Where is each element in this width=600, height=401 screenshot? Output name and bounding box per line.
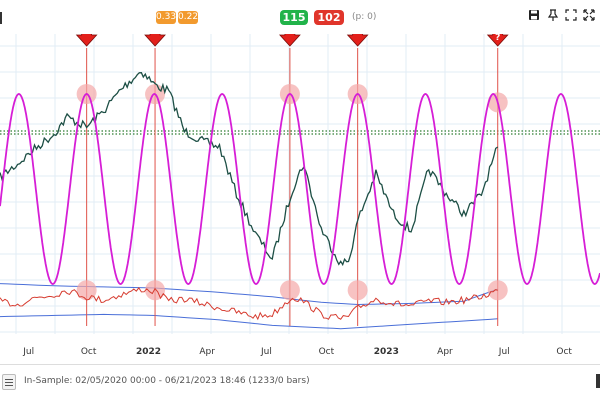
badge-a: 0.33 [156, 11, 177, 24]
p-info: (p: 0) [352, 12, 377, 22]
panel-edge-marker-right [596, 374, 600, 388]
badge-b: 0.22 [178, 11, 199, 24]
oscillator-halo [145, 280, 166, 301]
x-tick-label: Jul [260, 347, 272, 357]
x-tick-label: 2023 [374, 347, 399, 357]
down-arrow-icon [278, 34, 301, 47]
footer-bar: In-Sample: 02/05/2020 00:00 - 06/21/2023… [0, 364, 600, 401]
x-tick-label: Oct [81, 347, 97, 357]
chart-series [0, 72, 600, 321]
x-tick-label: Oct [319, 347, 335, 357]
x-tick-label: Jul [22, 347, 34, 357]
oscillator-halo [347, 280, 368, 301]
expand-icon[interactable] [583, 9, 595, 25]
oscillator-halo [76, 280, 97, 301]
save-icon[interactable] [528, 9, 540, 25]
in-sample-range: In-Sample: 02/05/2020 00:00 - 06/21/2023… [24, 376, 310, 386]
chart-toolbar: 0.33 0.22 115 102 (p: 0) [0, 0, 600, 34]
down-arrow-icon [75, 34, 98, 47]
oscillator-halo [279, 280, 300, 301]
down-arrow-icon [346, 34, 369, 47]
cycle-chart[interactable]: ? Jul Oct 2022 Apr Jul Oct 2023 Apr Jul Oct [0, 34, 600, 364]
oscillator-band [0, 313, 498, 330]
down-arrow-icon [486, 34, 509, 47]
count-up-badge: 115 [280, 10, 308, 25]
price-line [0, 72, 499, 267]
count-down-badge: 102 [314, 10, 344, 25]
x-tick-label: Apr [199, 347, 215, 357]
x-tick-label: Oct [556, 347, 572, 357]
x-tick-label: Apr [437, 347, 453, 357]
pin-icon[interactable] [547, 9, 559, 25]
fullscreen-icon[interactable] [565, 9, 577, 25]
panel-edge-marker [0, 12, 2, 24]
oscillator-halo [487, 280, 508, 301]
x-tick-label: Jul [498, 347, 510, 357]
menu-icon[interactable] [2, 374, 16, 390]
down-arrow-icon [144, 34, 166, 47]
chart-grid [0, 34, 600, 334]
signal-arrows: ? [75, 34, 509, 47]
oscillator-line [0, 287, 498, 321]
signal-label: ? [495, 34, 500, 43]
x-tick-label: 2022 [136, 347, 161, 357]
cycle-line [0, 93, 600, 285]
x-axis-ticks: Jul Oct 2022 Apr Jul Oct 2023 Apr Jul Oct [22, 347, 572, 357]
